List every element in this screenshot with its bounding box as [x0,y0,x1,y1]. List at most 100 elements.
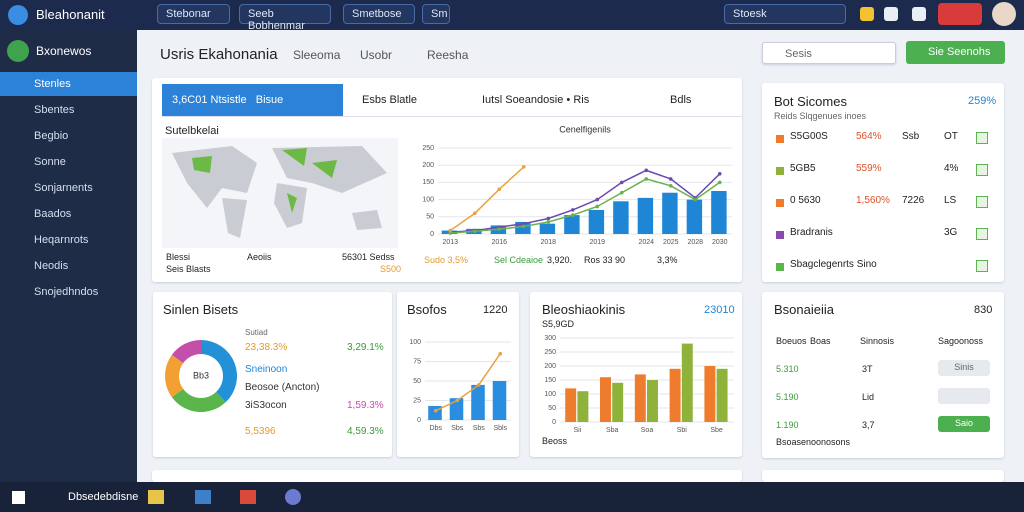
nav-item[interactable]: Neodis [34,260,69,272]
chart-title: Cenelfigenils [559,124,611,134]
search-box[interactable]: Sesis [762,42,896,64]
nav-item[interactable]: Snojedhndos [34,286,99,298]
row-check [976,164,988,176]
point [498,351,503,356]
alert-button[interactable] [938,3,982,25]
tab[interactable]: Sleeoma [293,48,341,62]
map-footer: Seis Blasts [166,264,211,274]
logo [8,5,28,25]
nav-item[interactable]: Sonjarnents [34,182,93,194]
point [472,229,477,234]
top-button[interactable]: Sm [422,4,450,24]
row-cell: 564% [856,131,882,142]
bar [577,391,589,422]
top-bar: Bleahonanit Stebonar Seeb Bobhenmar Smet… [0,0,1024,32]
nav-item[interactable]: Heqarnrots [34,234,89,246]
y-tick-label: 150 [544,377,556,384]
nav-item[interactable]: Sonne [34,156,66,168]
row-check [976,260,988,272]
top-button[interactable]: Smetbose [343,4,415,24]
bar [492,381,507,420]
list-button[interactable]: Saio [938,416,990,432]
avatar[interactable] [992,2,1016,26]
bar [612,382,624,422]
card-subtitle: S5,9GD [542,319,575,329]
nav-item[interactable]: Stenles [0,72,137,96]
bar-card: Bleoshiaokinis 23010 S5,9GD 0 50 100 150 200… [530,292,742,457]
icon[interactable] [860,7,874,21]
y-tick-label: 0 [430,231,434,238]
y-tick-label: 100 [544,391,556,398]
nav-item[interactable]: Sbentes [34,104,75,116]
card-value: 23010 [704,304,735,316]
app-icon[interactable] [148,490,164,504]
x-tick-label: 2024 [638,239,654,246]
top-button[interactable]: Seeb Bobhenmar [239,4,331,32]
tab[interactable]: Reesha [427,48,469,62]
point [570,208,575,212]
sidebar: Bxonewos Stenles Sbentes Begbio Sonne Sonjar… [0,30,137,482]
app-icon[interactable] [285,489,301,505]
start-button[interactable] [12,491,25,504]
list-button[interactable]: Sinis [938,360,990,376]
active-tab[interactable]: 3,6C01 Ntsistle Bisue [162,84,343,116]
y-tick-label: 200 [422,162,434,169]
donut-label: 3,29.1% [347,342,384,353]
tab[interactable]: Bdls [670,94,692,106]
row-check [976,228,988,240]
list-cell: Sagoonoss [938,336,984,346]
tab[interactable]: Iutsl Soeandosie • Ris [482,94,590,106]
list-button[interactable] [938,388,990,404]
card-title: Sinlen Bisets [163,302,239,317]
y-tick-label: 250 [544,349,556,356]
point [644,168,649,173]
app-icon[interactable] [195,490,211,504]
sidebar-icon [7,40,29,62]
nav-item[interactable]: Begbio [34,130,69,142]
row-marker [776,167,784,175]
y-tick-label: 200 [544,363,556,370]
row-cell: 7226 [902,195,925,206]
bar [704,366,716,422]
bar [711,191,727,234]
search[interactable]: Stoesk [724,4,846,24]
tab-label: 3,6C01 Ntsistle [172,94,247,106]
y-tick-label: 100 [409,339,421,346]
icon[interactable] [884,7,898,21]
point [595,197,600,202]
donut-slice [171,340,201,364]
bar [565,388,577,422]
chart-footer: 3,3% [657,255,678,265]
point [619,180,624,185]
point [693,197,698,202]
icon[interactable] [912,7,926,21]
point [472,211,477,216]
tab[interactable]: Usobr [360,48,393,62]
point [497,187,502,192]
row-marker [776,231,784,239]
card-stub [152,470,742,482]
x-tick-label: 2025 [663,239,679,246]
row-cell: 0 5630 [790,195,821,206]
bar [647,380,658,422]
bar [613,201,629,234]
point [521,165,526,169]
combo-chart: Cenelfigenils 0 50 100 150 200 250 2013 2016 2018… [422,124,732,246]
app-icon[interactable] [240,490,256,504]
point [668,177,673,181]
primary-button[interactable]: Sie Seenohs [906,41,1005,64]
taskbar-search[interactable]: Dbsedebdisne [68,491,139,503]
y-tick-label: 50 [548,405,556,412]
row-marker [776,135,784,143]
nav-item[interactable]: Baados [34,208,72,220]
chart-footer: Ros 33 90 [584,255,626,265]
bar [662,192,678,234]
page-title: Usris Ekahonania [160,46,278,63]
top-button[interactable]: Stebonar [157,4,230,24]
point [717,172,722,176]
x-tick-label: 2030 [712,239,728,246]
tab[interactable]: Esbs Blatle [362,94,418,106]
y-tick-label: 0 [417,417,421,424]
small-card: Bsofos 1220 0 25 50 75 100 Dbs Sbs Sbs Sbls [397,292,519,457]
